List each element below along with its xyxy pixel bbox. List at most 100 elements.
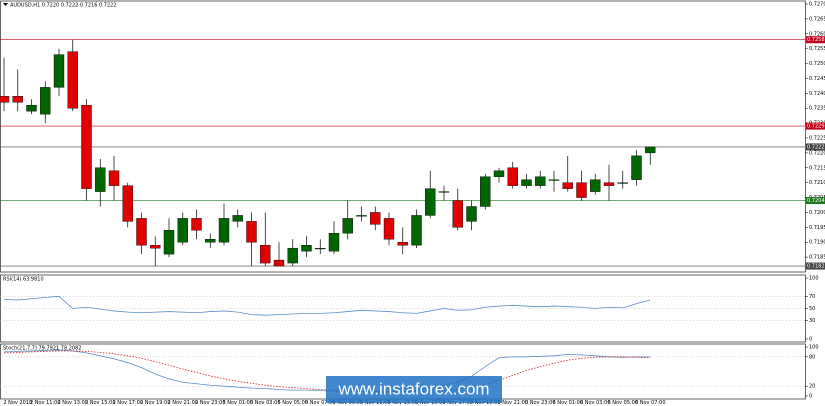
x-tick-label: 2 Nov 19:00 — [140, 400, 171, 406]
panel-frame — [0, 0, 806, 273]
level-box — [806, 197, 825, 205]
series-line — [3, 295, 651, 316]
level-label: 0.7204 — [807, 198, 825, 204]
x-tick-label: 2 Nov 23:00 — [195, 400, 226, 406]
candle-body — [425, 188, 436, 216]
menu-arrow[interactable] — [3, 3, 8, 6]
x-tick-label: 6 Nov 01:00 — [552, 400, 583, 406]
y-tick-label: 100 — [809, 276, 819, 282]
candle-body — [273, 259, 285, 267]
y-tick-label: 0.7200 — [809, 210, 825, 216]
level-label: 0.7182 — [807, 264, 825, 270]
y-tick-label: 0 — [809, 394, 812, 400]
y-tick-label: 0.7210 — [809, 180, 825, 186]
candle-body — [397, 242, 408, 246]
candle-body — [328, 233, 340, 252]
candle-body — [163, 230, 175, 255]
level-box — [806, 143, 825, 151]
y-tick-label: 30 — [809, 318, 815, 324]
level-box — [806, 122, 825, 130]
y-tick-label: 0.7215 — [809, 165, 825, 171]
candle-body — [548, 179, 560, 181]
candle-body — [562, 182, 573, 189]
watermark-box — [326, 376, 502, 403]
x-tick-label: 5 Nov 21:00 — [497, 400, 528, 406]
y-tick-label: 0.7240 — [809, 91, 825, 97]
candle-body — [631, 155, 642, 180]
x-tick-label: 5 Nov 07:00 — [305, 400, 336, 406]
candle-body — [370, 212, 381, 225]
candle-body — [301, 244, 312, 252]
candle-body — [81, 105, 92, 189]
candle-body — [466, 206, 477, 222]
y-tick-label: 100 — [809, 345, 819, 351]
panel-title: RSI(14) 63.9810 — [3, 277, 44, 283]
y-tick-label: 80 — [809, 354, 815, 360]
y-tick-label: 0 — [809, 337, 812, 343]
x-tick-label: 2 Nov 17:00 — [112, 400, 143, 406]
y-tick-label: 0.7195 — [809, 225, 825, 231]
candle-body — [535, 176, 546, 186]
x-tick-label: 2 Nov 21:00 — [167, 400, 198, 406]
x-tick-label: 2 Nov 11:00 — [30, 400, 61, 406]
y-tick-label: 0.7225 — [809, 135, 825, 141]
y-tick-label: 0.7190 — [809, 240, 825, 246]
candle-body — [480, 176, 491, 207]
candle-body — [191, 218, 202, 231]
level-label: 0.7222 — [807, 144, 825, 150]
candle-body — [315, 247, 326, 250]
candle-body — [617, 182, 628, 184]
y-tick-label: 0.7185 — [809, 255, 825, 261]
candle-body — [383, 218, 395, 240]
x-tick-label: 2 Nov 15:00 — [85, 400, 116, 406]
candle-body — [246, 221, 257, 243]
x-tick-label: 2 Nov 2018 — [3, 400, 32, 406]
candle-body — [356, 215, 367, 217]
candle-body — [95, 167, 106, 192]
y-tick-label: 0.7270 — [809, 1, 825, 7]
candle-body — [576, 182, 587, 198]
candle-body — [493, 170, 505, 177]
x-tick-label: 6 Nov 05:00 — [607, 400, 638, 406]
x-tick-label: 5 Nov 03:00 — [250, 400, 281, 406]
candle-body — [232, 215, 243, 222]
candle-body — [40, 87, 51, 115]
candle-body — [122, 185, 133, 222]
y-tick-label: 0.7250 — [809, 61, 825, 67]
candle-body — [438, 191, 450, 193]
y-tick-label: 20 — [809, 384, 815, 390]
y-tick-label: 0.7260 — [809, 31, 825, 37]
level-label: 0.7258 — [807, 37, 825, 43]
candle-body — [218, 218, 230, 243]
panel-title: AUDUSD,H1 0.7220 0.7222 0.7216 0.7222 — [10, 3, 116, 9]
candle-body — [205, 239, 216, 243]
x-tick-label: 5 Nov 05:00 — [277, 400, 308, 406]
level-label: 0.7229 — [807, 124, 825, 130]
candle-body — [603, 182, 615, 186]
candle-body — [260, 244, 271, 264]
x-tick-label: 6 Nov 07:00 — [635, 400, 666, 406]
candle-body — [0, 96, 10, 103]
candle-body — [411, 215, 422, 246]
candle-body — [177, 218, 188, 243]
panel-title: Stoch(21,7,7) 79.7921 78.2082 — [3, 346, 81, 352]
x-tick-label: 5 Nov 01:00 — [222, 400, 253, 406]
candle-body — [26, 105, 37, 112]
candle-body — [136, 218, 147, 246]
x-tick-label: 6 Nov 03:00 — [580, 400, 611, 406]
candle-body — [521, 179, 532, 186]
candle-body — [12, 96, 23, 103]
y-tick-label: 0.7220 — [809, 150, 825, 156]
candle-body — [590, 179, 601, 192]
x-tick-label: 2 Nov 13:00 — [57, 400, 88, 406]
level-box — [806, 36, 825, 44]
y-tick-label: 0.7255 — [809, 46, 825, 52]
y-tick-label: 50 — [809, 306, 815, 312]
y-tick-label: 0.7265 — [809, 16, 825, 22]
candle-body — [287, 247, 298, 264]
candle-body — [507, 167, 518, 186]
y-tick-label: 0.7245 — [809, 76, 825, 82]
candle-body — [342, 218, 353, 234]
